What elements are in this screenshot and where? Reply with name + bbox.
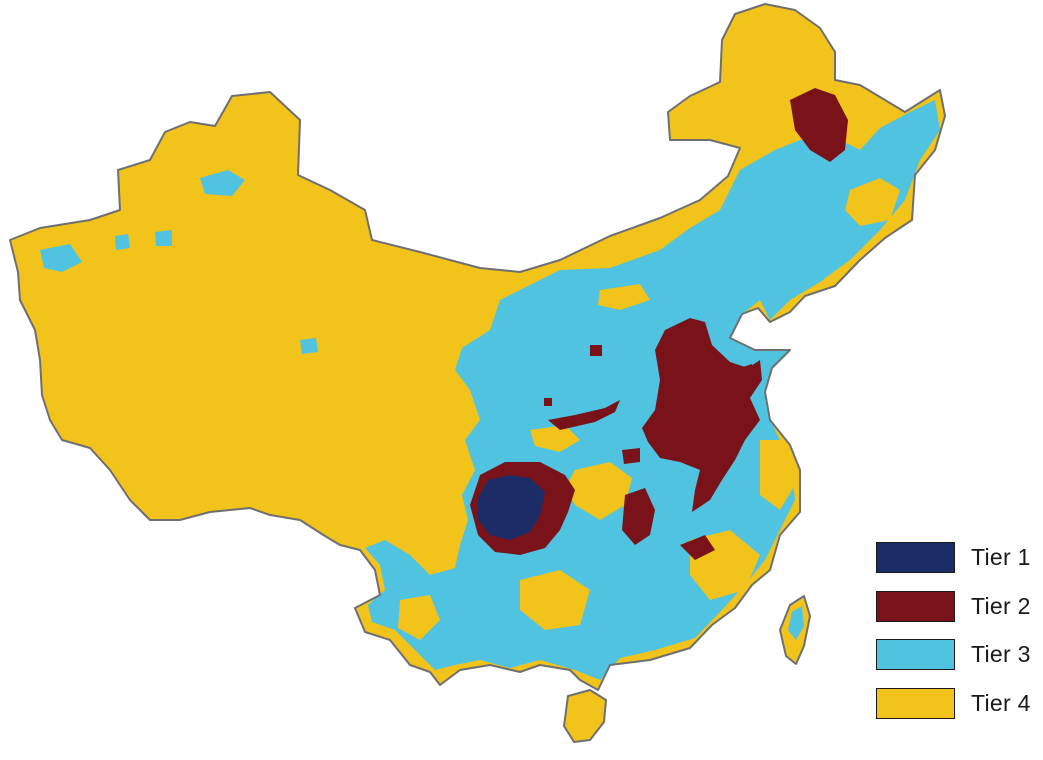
legend-item-tier-2: Tier 2 xyxy=(876,589,1036,624)
mainland-border xyxy=(9,3,946,691)
tier-2-shaanxi-arc xyxy=(548,400,620,430)
tier-4-patch-central xyxy=(565,462,632,520)
tier-4-patch-south xyxy=(520,570,590,630)
tier-3-xinjiang-patch-north xyxy=(200,170,245,196)
hainan-border xyxy=(563,689,607,743)
legend-label-tier-2: Tier 2 xyxy=(971,593,1031,619)
tier-4-patch-east xyxy=(760,440,798,510)
legend-label-tier-3: Tier 3 xyxy=(971,641,1031,667)
legend-label-tier-4: Tier 4 xyxy=(971,690,1031,716)
taiwan-border xyxy=(779,595,811,665)
tier-2-gansu-dot xyxy=(590,345,602,356)
legend-swatch-tier-2 xyxy=(876,591,955,622)
tier-3-tibet-patch xyxy=(300,338,318,354)
legend-label-tier-1: Tier 1 xyxy=(971,544,1031,570)
tier-2-northeast xyxy=(790,88,848,162)
tier-2-nanjing-patch xyxy=(740,364,754,382)
tier-4-patch-northeast xyxy=(845,178,900,226)
legend-item-tier-4: Tier 4 xyxy=(876,686,1036,721)
tier-1-sichuan-basin xyxy=(478,475,545,540)
tier-2-east-patch xyxy=(680,535,715,560)
tier-2-hubei-dot xyxy=(622,448,640,464)
tier-4-patch-north xyxy=(598,284,650,310)
tier-3-xinjiang-patch-west xyxy=(40,244,82,272)
legend-swatch-tier-1 xyxy=(876,542,955,573)
tier-4-inner-patches xyxy=(398,178,900,640)
legend-swatch-tier-4 xyxy=(876,688,955,719)
tier-3-taiwan xyxy=(788,606,804,640)
legend-item-tier-1: Tier 1 xyxy=(876,540,1036,575)
legend: Tier 1 Tier 2 Tier 3 Tier 4 xyxy=(876,540,1036,735)
country-border xyxy=(9,3,946,743)
tier-2-central-patch xyxy=(622,488,655,545)
legend-item-tier-3: Tier 3 xyxy=(876,637,1036,672)
tier-2-north-china-plain xyxy=(642,318,762,512)
tier-4-patch-northcentral xyxy=(530,425,580,452)
tier-1-regions xyxy=(478,475,545,540)
tier-3-xinjiang-patch-small xyxy=(115,234,130,250)
tier-4-patch-southwest xyxy=(398,595,440,640)
tier-3-xinjiang-patch-mid xyxy=(155,230,172,246)
legend-swatch-tier-3 xyxy=(876,639,955,670)
tier-2-small-dot xyxy=(544,398,552,406)
